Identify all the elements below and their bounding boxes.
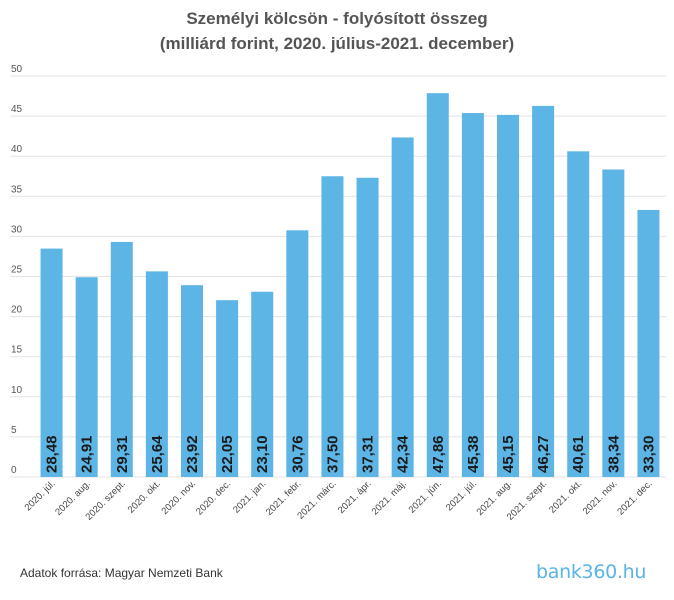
y-tick-label: 30 [11,224,23,235]
bar-value-label: 46,27 [535,435,552,473]
y-tick-label: 50 [11,64,23,75]
chart-subtitle: (milliárd forint, 2020. július-2021. dec… [159,34,515,53]
bar [251,291,274,477]
bar [40,248,63,477]
bar [321,176,344,477]
bar [391,137,414,477]
y-tick-label: 25 [11,265,23,276]
bar-value-label: 22,05 [219,435,236,473]
x-tick-label: 2021. okt. [547,478,584,515]
bar-value-label: 40,61 [570,435,587,473]
bar-value-label: 23,92 [184,435,201,473]
bar-value-label: 29,31 [114,435,131,473]
x-tick-label: 2021. ápr. [336,478,374,516]
y-tick-label: 20 [11,305,23,316]
y-tick-label: 15 [11,345,23,356]
chart-title: Személyi kölcsön - folyósított összeg [186,9,488,28]
y-tick-label: 40 [11,144,23,155]
x-tick-label: 2021. dec. [615,478,654,517]
bar [426,93,449,477]
bars [40,93,660,478]
bar-value-label: 37,50 [324,435,341,473]
bar-value-label: 45,15 [500,435,517,473]
bar-value-label: 25,64 [149,435,166,473]
bar [637,209,660,477]
x-tick-label: 2021. júl. [444,478,479,513]
y-tick-label: 35 [11,184,23,195]
bar [286,230,309,477]
source-note: Adatok forrása: Magyar Nemzeti Bank [20,566,223,580]
bar-value-label: 45,38 [465,435,482,473]
bar [181,285,203,477]
bar [602,169,625,478]
x-tick-label: 2021. máj. [370,478,409,517]
bar [497,114,519,477]
bar [216,300,239,477]
bar-value-label: 38,34 [605,435,622,473]
y-tick-label: 5 [11,425,17,436]
y-tick-label: 0 [11,465,17,476]
bar-value-label: 47,86 [430,435,447,473]
bar [110,241,133,477]
x-tick-label: 2020. nov. [159,478,198,517]
bar-value-label: 30,76 [289,435,306,473]
x-tick-label: 2020. júl. [23,478,58,513]
bar-value-label: 37,31 [360,435,377,473]
bar-value-label: 28,48 [44,435,61,473]
bar [75,277,98,477]
bar [145,271,168,477]
bar-value-label: 42,34 [395,435,412,473]
bar-value-label: 24,91 [79,435,96,473]
x-tick-label: 2021. nov. [581,478,620,517]
x-tick-label: 2020. okt. [126,478,163,515]
x-tick-label: 2021. jún. [407,478,444,515]
bar [532,105,555,477]
value-labels: 28,48 24,91 29,31 25,64 23,92 22,05 23,10 30,76… [44,435,658,473]
bar-value-label: 23,10 [254,435,271,473]
bar [461,113,484,477]
bar-value-label: 33,30 [640,435,657,473]
y-axis-ticks: 0 5 10 15 20 25 30 35 40 45 50 [11,64,23,476]
y-tick-label: 45 [11,104,23,115]
y-tick-label: 10 [11,385,23,396]
brand-logo: bank360.hu [536,561,647,583]
bar [356,177,379,477]
bar [567,151,590,477]
x-axis-ticks: 2020. júl.2020. aug.2020. szept.2020. ok… [23,478,655,522]
x-tick-label: 2020. dec. [194,478,233,517]
